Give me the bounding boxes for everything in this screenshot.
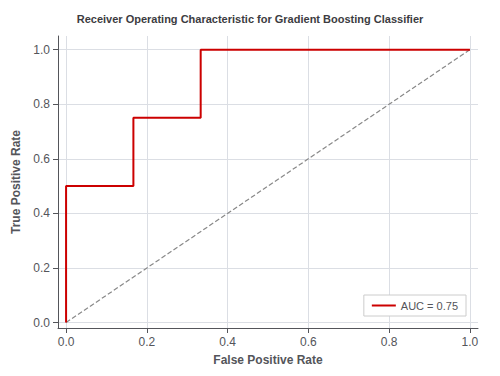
svg-text:True Positive Rate: True Positive Rate [9,130,23,234]
svg-text:0.6: 0.6 [33,152,50,166]
svg-text:0.6: 0.6 [300,335,317,349]
svg-text:1.0: 1.0 [462,335,479,349]
svg-text:0.8: 0.8 [33,97,50,111]
svg-text:0.0: 0.0 [58,335,75,349]
svg-text:False Positive Rate: False Positive Rate [213,353,323,367]
svg-text:Receiver Operating Characteris: Receiver Operating Characteristic for Gr… [77,13,424,25]
svg-text:1.0: 1.0 [33,43,50,57]
svg-text:0.0: 0.0 [33,316,50,330]
svg-text:0.8: 0.8 [381,335,398,349]
svg-text:0.4: 0.4 [33,206,50,220]
svg-text:AUC = 0.75: AUC = 0.75 [401,300,458,312]
svg-text:0.2: 0.2 [33,261,50,275]
svg-text:0.4: 0.4 [219,335,236,349]
svg-text:0.2: 0.2 [139,335,156,349]
